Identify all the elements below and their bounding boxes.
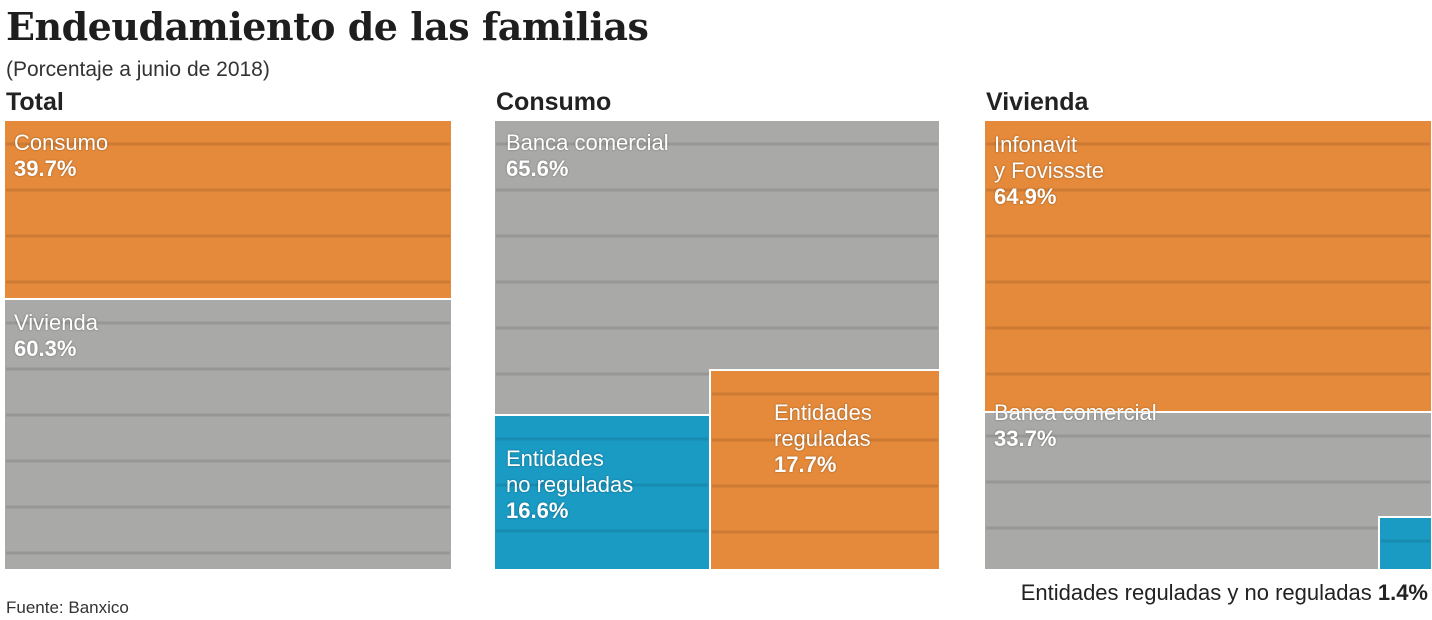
segment-value: 65.6% (506, 156, 569, 181)
treemap-total: Consumo 39.7% Vivienda 60.3% (4, 120, 452, 570)
segment-name-line: reguladas (774, 426, 871, 451)
treemap-consumo: Banca comercial 65.6% Entidades no regul… (494, 120, 940, 570)
treemap-block-banca-comercial-vivienda (984, 411, 1432, 570)
panel-title-vivienda: Vivienda (986, 88, 1089, 116)
chart-subtitle: (Porcentaje a junio de 2018) (6, 58, 270, 81)
treemap-block-infonavit (984, 120, 1432, 413)
segment-label-banca-comercial-vivienda: Banca comercial 33.7% (994, 400, 1157, 452)
segment-name: Vivienda (14, 310, 98, 335)
segment-label-consumo: Consumo 39.7% (14, 130, 108, 182)
treemap-vivienda: Infonavit y Fovissste 64.9% Banca comerc… (984, 120, 1432, 570)
footnote-value: 1.4% (1377, 580, 1428, 605)
footnote-text: Entidades reguladas y no reguladas (1020, 580, 1372, 605)
segment-name-line: y Fovissste (994, 158, 1105, 183)
segment-value: 39.7% (14, 156, 77, 181)
segment-name-line: Entidades (774, 400, 872, 425)
segment-label-no-reguladas: Entidades no reguladas 16.6% (506, 446, 633, 524)
treemap-vivienda-svg (984, 120, 1432, 570)
treemap-block-reguladas (709, 369, 940, 570)
segment-value: 64.9% (994, 184, 1057, 209)
segment-name-line: Infonavit (994, 132, 1078, 157)
panel-title-consumo: Consumo (496, 88, 612, 116)
treemap-consumo-svg (494, 120, 940, 570)
chart-title: Endeudamiento de las familias (6, 4, 649, 49)
segment-value: 16.6% (506, 498, 569, 523)
segment-name: Consumo (14, 130, 109, 155)
segment-name: Banca comercial (506, 130, 669, 155)
segment-name-line: Entidades (506, 446, 604, 471)
segment-label-infonavit: Infonavit y Fovissste 64.9% (994, 132, 1104, 210)
panel-title-total: Total (6, 88, 64, 116)
footnote-small-segment: Entidades reguladas y no reguladas 1.4% (1021, 580, 1428, 606)
treemap-total-svg (4, 120, 452, 570)
segment-label-vivienda: Vivienda 60.3% (14, 310, 98, 362)
treemap-block-vivienda (4, 298, 452, 570)
segment-name-line: no reguladas (506, 472, 634, 497)
source-note: Fuente: Banxico (6, 598, 129, 617)
segment-value: 33.7% (994, 426, 1057, 451)
segment-label-banca-comercial: Banca comercial 65.6% (506, 130, 669, 182)
treemap-block-banca-comercial (494, 120, 940, 416)
segment-label-reguladas: Entidades reguladas 17.7% (774, 400, 872, 478)
treemap-block-reguladas-no-reguladas (1378, 516, 1432, 570)
segment-value: 60.3% (14, 336, 77, 361)
treemap-block-no-reguladas (494, 414, 711, 570)
segment-value: 17.7% (774, 452, 837, 477)
segment-name: Banca comercial (994, 400, 1157, 425)
